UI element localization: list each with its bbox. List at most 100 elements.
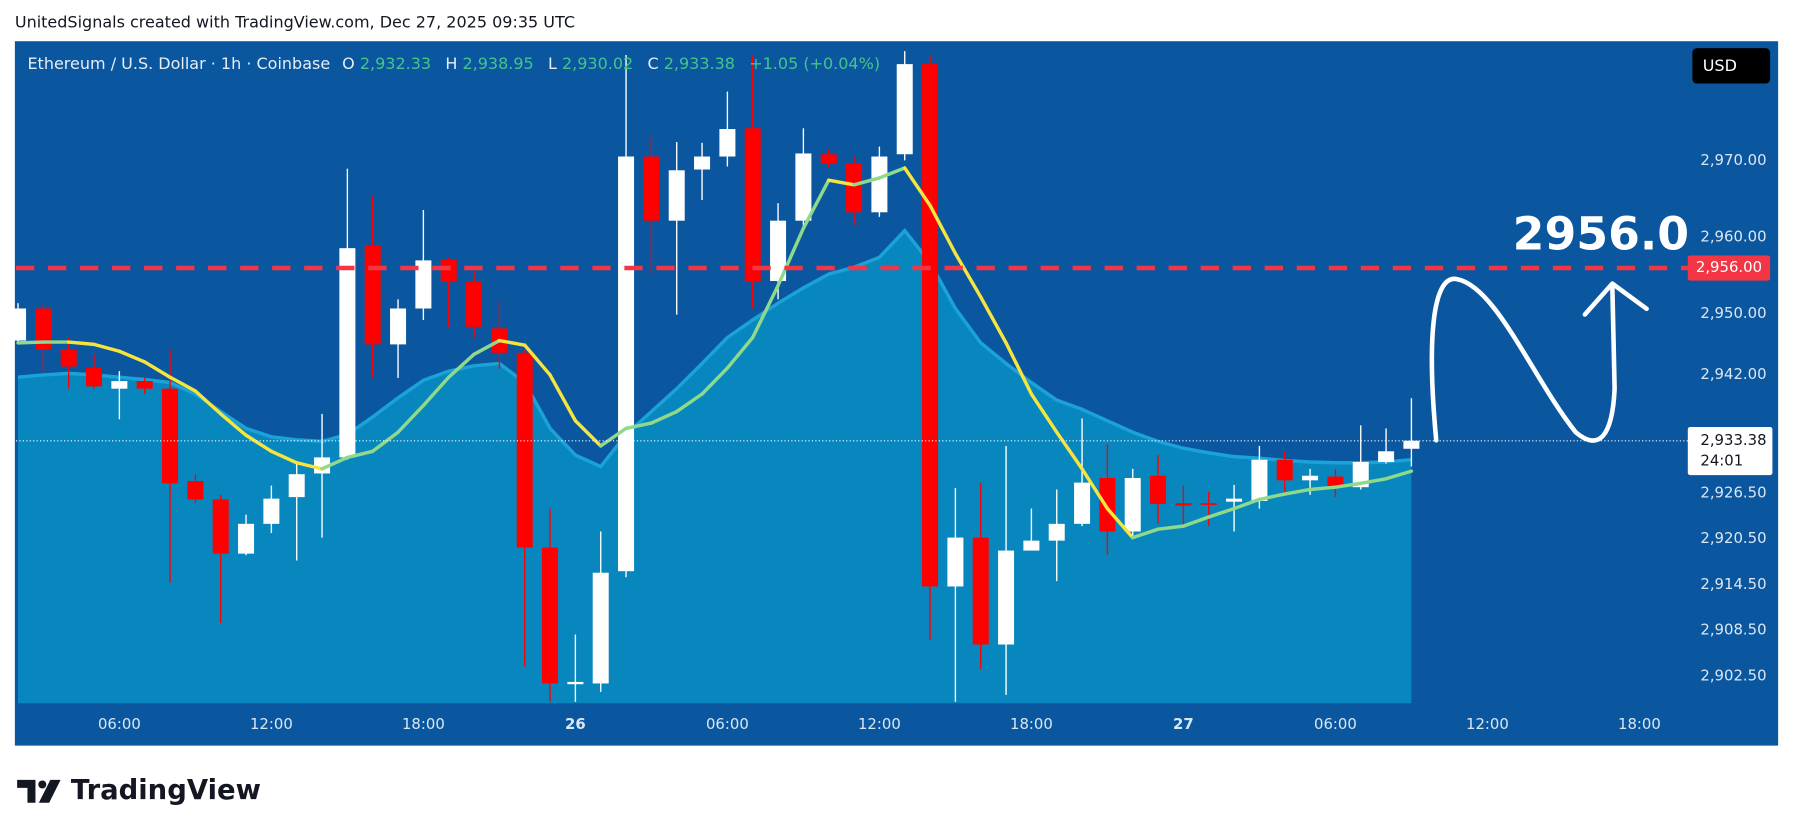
y-tick-label: 2,914.50: [1700, 575, 1766, 593]
candle-body: [643, 156, 660, 221]
candle-body: [1023, 540, 1040, 551]
legend-value: 2,933.38: [664, 54, 735, 73]
legend-value: 2,938.95: [462, 54, 533, 73]
line-segment: [725, 335, 755, 370]
arrow-head: [1582, 281, 1649, 317]
line-segment: [649, 409, 679, 425]
line-segment: [142, 360, 172, 379]
candle-body: [1150, 475, 1167, 504]
line-segment: [446, 352, 476, 379]
candle-body: [922, 64, 939, 587]
candle-body: [896, 64, 913, 155]
x-tick-label: 06:00: [1314, 715, 1357, 733]
candle-body: [35, 308, 52, 350]
x-tick-label: 26: [565, 715, 586, 733]
candle-body: [618, 156, 635, 572]
candle-body: [339, 248, 356, 458]
candle-body: [694, 156, 711, 170]
candle-body: [795, 153, 812, 221]
line-segment: [244, 433, 274, 454]
line-segment: [117, 349, 147, 364]
line-segment: [903, 166, 932, 208]
x-tick-label: 18:00: [402, 715, 445, 733]
x-tick-label: 18:00: [1618, 715, 1661, 733]
legend-value: 2,932.33: [360, 54, 431, 73]
line-segment: [877, 166, 907, 180]
candle-body: [390, 308, 407, 345]
candle-body: [1302, 475, 1319, 481]
candle-body: [871, 156, 888, 213]
logo-text: TradingView: [71, 775, 261, 806]
candle-body: [1378, 451, 1395, 462]
candle-body: [668, 170, 685, 221]
line-segment: [928, 203, 958, 256]
candle-body: [1226, 498, 1243, 502]
legend-change: +1.05 (+0.04%): [749, 54, 880, 73]
y-tick-label: 2,960.00: [1700, 227, 1766, 245]
line-segment: [294, 461, 324, 471]
last-price-label: 2,933.38: [1700, 431, 1766, 449]
x-tick-label: 27: [1173, 715, 1194, 733]
line-segment: [1181, 515, 1211, 528]
level-label: 2,956.00: [1696, 258, 1762, 276]
candle-body: [86, 368, 103, 387]
candle-body: [846, 163, 863, 213]
candle-body: [998, 550, 1015, 645]
line-segment: [269, 449, 299, 465]
currency-label[interactable]: USD: [1703, 56, 1737, 75]
candle-body: [1074, 482, 1091, 524]
candle-body: [1251, 459, 1268, 501]
candle-body: [136, 381, 153, 389]
line-segment: [92, 342, 122, 353]
line-segment: [1308, 485, 1338, 492]
line-segment: [1131, 527, 1160, 540]
line-segment: [548, 373, 578, 423]
y-tick-label: 2,902.50: [1700, 667, 1766, 685]
logo-mark: [38, 779, 61, 803]
y-tick-label: 2,942.00: [1700, 365, 1766, 383]
header: UnitedSignals created with TradingView.c…: [15, 12, 575, 31]
legend-key: L: [548, 54, 557, 73]
line-segment: [320, 455, 350, 471]
last-price-badge: [1687, 427, 1773, 476]
y-tick-label: 2,920.50: [1700, 529, 1766, 547]
logo-mark: [17, 779, 36, 803]
x-tick-label: 18:00: [1010, 715, 1053, 733]
x-tick-label: 06:00: [706, 715, 749, 733]
legend-key: O: [342, 54, 355, 73]
candle-body: [542, 547, 559, 684]
candle-body: [415, 260, 432, 309]
line-segment: [497, 338, 527, 347]
line-segment: [168, 375, 198, 393]
candle-body: [1276, 459, 1293, 481]
line-segment: [1004, 341, 1034, 396]
candle-body: [238, 523, 255, 554]
line-segment: [193, 389, 223, 416]
candle-body: [516, 352, 533, 548]
x-tick-label: 06:00: [98, 715, 141, 733]
candle-body: [1327, 476, 1344, 488]
candle-body: [770, 220, 787, 282]
candle-body: [820, 154, 837, 164]
line-segment: [700, 366, 730, 396]
legend-symbol: Ethereum / U.S. Dollar · 1h · Coinbase: [27, 54, 330, 73]
candle-body: [1048, 523, 1065, 541]
candle-body: [567, 681, 584, 685]
logo: TradingView: [17, 775, 261, 806]
candle-body: [288, 474, 305, 498]
legend-value: 2,930.02: [562, 54, 633, 73]
line-segment: [396, 403, 426, 434]
candle-body: [1124, 478, 1141, 532]
line-segment: [345, 449, 375, 460]
currency-badge[interactable]: [1692, 48, 1771, 84]
candle-body: [744, 128, 761, 282]
line-segment: [370, 430, 400, 454]
y-tick-label: 2,950.00: [1700, 304, 1766, 322]
y-tick-label: 2,926.50: [1700, 483, 1766, 501]
candle-body: [466, 281, 483, 327]
line-segment: [523, 343, 552, 377]
area-line: [17, 227, 1412, 469]
area: [18, 230, 1412, 704]
candle-body: [719, 129, 736, 157]
